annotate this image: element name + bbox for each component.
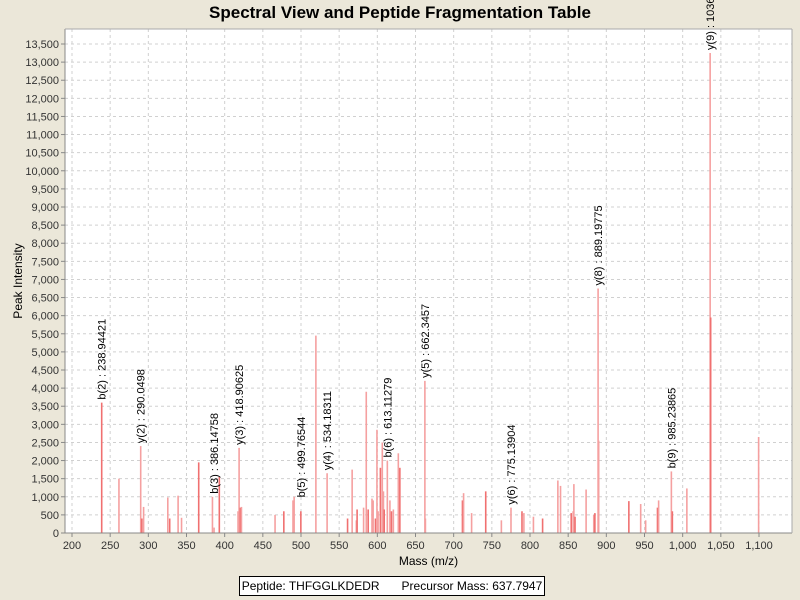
y-tick-label: 13,500: [25, 39, 59, 51]
x-tick-label: 1,100: [745, 540, 773, 552]
y-tick-label: 2,500: [31, 437, 59, 449]
y-tick-label: 1,000: [31, 492, 59, 504]
y-tick-label: 9,500: [31, 184, 59, 196]
y-tick-label: 12,000: [25, 93, 59, 105]
y-tick-label: 13,000: [25, 57, 59, 69]
y-tick-label: 8,500: [31, 220, 59, 232]
peak-annotation: b(3) : 386.14758: [209, 413, 221, 494]
x-tick-label: 350: [177, 540, 195, 552]
y-tick-label: 1,500: [31, 474, 59, 486]
peak-annotation: b(9) : 985.23865: [666, 388, 678, 469]
y-tick-label: 4,000: [31, 383, 59, 395]
peak-annotation: y(5) : 662.3457: [420, 304, 432, 378]
grid-lines: [65, 29, 792, 534]
peaks: [100, 53, 760, 533]
peak-annotation: b(5) : 499.76544: [296, 417, 308, 498]
x-tick-label: 450: [254, 540, 272, 552]
y-tick-label: 5,500: [31, 329, 59, 341]
x-tick-label: 600: [368, 540, 386, 552]
y-tick-label: 8,000: [31, 238, 59, 250]
peak-annotation: y(6) : 775.13904: [506, 425, 518, 505]
precursor-mass-label: Precursor Mass: 637.7947: [401, 579, 543, 593]
y-tick-label: 6,500: [31, 293, 59, 305]
peak-annotation: y(2) : 290.0498: [136, 369, 148, 443]
x-tick-label: 550: [330, 540, 348, 552]
x-tick-label: 1,050: [707, 540, 735, 552]
x-tick-label: 300: [139, 540, 157, 552]
y-axis-title: Peak Intensity: [11, 243, 25, 318]
x-tick-label: 1,000: [669, 540, 697, 552]
x-tick-label: 700: [444, 540, 462, 552]
peptide-info-box: Peptide: THFGGLKDEDR Precursor Mass: 637…: [239, 576, 545, 596]
y-tick-label: 7,000: [31, 274, 59, 286]
x-tick-label: 200: [63, 540, 81, 552]
y-tick-label: 2,000: [31, 456, 59, 468]
peak-annotation: y(8) : 889.19775: [593, 205, 605, 285]
y-tick-label: 500: [41, 510, 59, 522]
peptide-label: Peptide: THFGGLKDEDR: [241, 579, 380, 593]
x-tick-label: 750: [483, 540, 501, 552]
peak-annotation: y(3) : 418.90625: [234, 365, 246, 445]
peak-annotation: y(4) : 534.18311: [322, 391, 334, 470]
x-tick-label: 850: [559, 540, 577, 552]
x-tick-label: 400: [215, 540, 233, 552]
y-tick-label: 9,000: [31, 202, 59, 214]
axes: 200 250 300 350 400 450 500 550 600 650 700 750 800 8…: [25, 28, 793, 552]
y-tick-label: 5,000: [31, 347, 59, 359]
y-tick-label: 7,500: [31, 256, 59, 268]
y-tick-label: 10,500: [25, 148, 59, 160]
x-tick-label: 650: [406, 540, 424, 552]
y-tick-label: 6,000: [31, 311, 59, 323]
y-tick-label: 4,500: [31, 365, 59, 377]
peak-annotation: b(2) : 238.94421: [97, 319, 109, 400]
y-tick-label: 0: [53, 528, 59, 540]
x-tick-label: 250: [101, 540, 119, 552]
chart-title: Spectral View and Peptide Fragmentation …: [209, 3, 591, 22]
x-axis-title: Mass (m/z): [399, 554, 458, 568]
x-tick-label: 500: [292, 540, 310, 552]
x-tick-label: 950: [635, 540, 653, 552]
peak-annotations: b(2) : 238.94421 y(2) : 290.0498 b(3) : 38…: [97, 0, 717, 505]
y-tick-label: 3,000: [31, 419, 59, 431]
x-tick-label: 800: [521, 540, 539, 552]
y-tick-label: 11,000: [26, 130, 59, 142]
peak-annotation: b(6) : 613.11279: [382, 378, 394, 458]
spectrum-chart: b(2) : 238.94421 y(2) : 290.0498 b(3) : 38…: [11, 0, 793, 568]
x-tick-label: 900: [597, 540, 615, 552]
peak-annotation: y(9) : 1036.22: [705, 0, 717, 50]
y-tick-label: 11,500: [26, 111, 59, 123]
y-tick-label: 12,500: [25, 75, 59, 87]
y-tick-label: 3,500: [31, 401, 59, 413]
y-tick-label: 10,000: [25, 166, 59, 178]
